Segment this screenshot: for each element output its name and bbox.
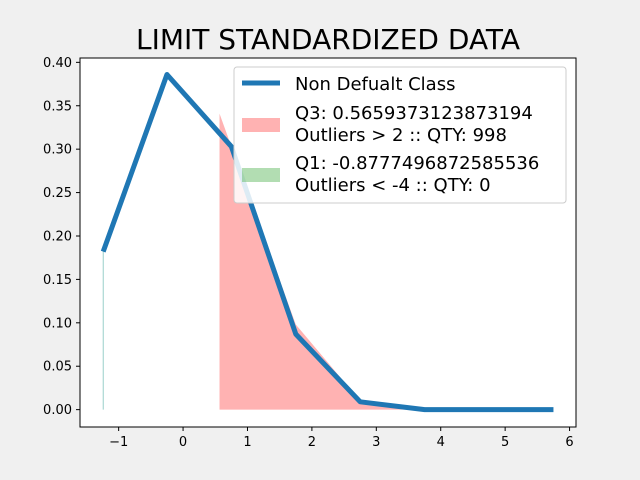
x-tick-label: 6 (565, 435, 573, 450)
x-tick-label: −1 (109, 435, 128, 450)
legend-swatch-lower-outliers (242, 168, 280, 182)
x-tick-label: 3 (372, 435, 380, 450)
y-tick-label: 0.40 (43, 56, 72, 71)
legend: Non Defualt Class Q3: 0.5659373123873194… (233, 66, 567, 204)
data-layer (100, 71, 554, 413)
y-tick-label: 0.20 (43, 229, 72, 244)
y-tick-label: 0.00 (43, 403, 72, 418)
legend-box (233, 66, 567, 204)
y-tick-label: 0.25 (43, 186, 72, 201)
y-tick-label: 0.35 (43, 99, 72, 114)
x-tick-label: 0 (179, 435, 187, 450)
legend-entry-q1: Q1: -0.8777496872585536 (295, 153, 539, 174)
legend-entry-lower-outliers: Outliers < -4 :: QTY: 0 (295, 175, 491, 196)
chart-title: LIMIT STANDARDIZED DATA (136, 23, 520, 56)
y-tick-label: 0.30 (43, 143, 72, 158)
upper-outlier-fill (219, 113, 425, 410)
y-tick-label: 0.05 (43, 360, 72, 375)
x-tick-label: 4 (437, 435, 445, 450)
y-tick-label: 0.15 (43, 273, 72, 288)
legend-entry-series: Non Defualt Class (295, 74, 455, 95)
legend-swatch-upper-outliers (242, 118, 280, 132)
x-tick-label: 2 (308, 435, 316, 450)
x-tick-label: 1 (243, 435, 251, 450)
legend-entry-upper-outliers: Outliers > 2 :: QTY: 998 (295, 125, 507, 146)
series-line (100, 71, 554, 413)
axes-layer: −1 0 1 2 3 4 5 6 0.00 0.05 0.10 0.15 0.20 0.25 0.30 0.3… (43, 56, 577, 450)
axes-frame (79, 57, 577, 428)
x-tick-label: 5 (501, 435, 509, 450)
y-tick-label: 0.10 (43, 316, 72, 331)
legend-entry-q3: Q3: 0.5659373123873194 (295, 103, 533, 124)
